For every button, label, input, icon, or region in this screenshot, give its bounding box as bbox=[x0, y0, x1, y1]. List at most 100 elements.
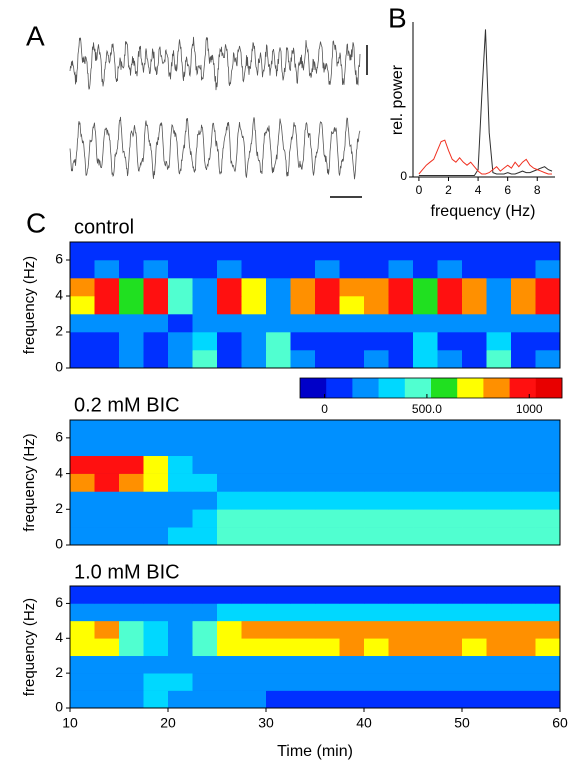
heat-cell bbox=[168, 638, 193, 657]
heat-cell bbox=[70, 260, 95, 279]
heat-cell bbox=[486, 242, 512, 261]
heat-cell bbox=[168, 437, 193, 457]
heat-cell bbox=[364, 455, 389, 474]
heat-cell bbox=[339, 690, 365, 709]
heat-cell bbox=[511, 509, 536, 528]
heat-cell bbox=[70, 420, 95, 439]
heat-cell bbox=[168, 455, 193, 474]
heat-cell bbox=[339, 260, 365, 279]
panel-label: C bbox=[26, 207, 46, 238]
heat-cell bbox=[192, 473, 218, 492]
heat-cell bbox=[364, 491, 389, 510]
y-tick-label: 4 bbox=[55, 464, 63, 480]
heat-cell bbox=[217, 314, 242, 333]
heat-cell bbox=[119, 586, 144, 604]
heat-cell bbox=[217, 260, 242, 279]
heat-cell bbox=[437, 260, 463, 279]
x-tick-label: 2 bbox=[445, 183, 452, 197]
heat-cell bbox=[462, 260, 487, 279]
heat-cell bbox=[364, 332, 389, 351]
heat-cell bbox=[290, 278, 316, 297]
x-axis-label: Time (min) bbox=[277, 743, 353, 760]
heat-cell bbox=[511, 473, 536, 492]
heat-cell bbox=[70, 638, 95, 657]
heat-cell bbox=[413, 673, 438, 691]
heat-cell bbox=[486, 673, 512, 691]
heat-cell bbox=[486, 420, 512, 439]
heat-cell bbox=[535, 242, 561, 261]
heat-cell bbox=[217, 690, 242, 709]
heat-cell bbox=[388, 690, 414, 709]
heat-cell bbox=[241, 278, 267, 297]
heat-cell bbox=[413, 332, 438, 351]
heat-cell bbox=[168, 603, 193, 622]
heat-cell bbox=[290, 509, 316, 528]
heat-cell bbox=[192, 332, 218, 351]
x-tick-label: 50 bbox=[454, 715, 470, 731]
heat-cell bbox=[168, 509, 193, 528]
heat-cell bbox=[511, 527, 536, 546]
heat-cell bbox=[143, 314, 169, 333]
heat-cell bbox=[364, 420, 389, 439]
heat-cell bbox=[315, 420, 340, 439]
heat-cell bbox=[486, 638, 512, 657]
colorbar-tick-label: 500.0 bbox=[412, 402, 442, 416]
heat-cell bbox=[143, 509, 169, 528]
heat-cell bbox=[94, 420, 120, 439]
heat-cell bbox=[315, 332, 340, 351]
heat-cell bbox=[241, 527, 267, 546]
heat-cell bbox=[413, 455, 438, 474]
heat-cell bbox=[388, 332, 414, 351]
heat-cell bbox=[94, 690, 120, 709]
heat-cell bbox=[388, 527, 414, 546]
heat-cell bbox=[339, 620, 365, 639]
heat-cell bbox=[266, 690, 291, 709]
heat-cell bbox=[168, 242, 193, 261]
heat-cell bbox=[535, 690, 561, 709]
heat-cell bbox=[437, 437, 463, 457]
heat-cell bbox=[94, 527, 120, 546]
heat-cell bbox=[70, 655, 95, 674]
heat-cell bbox=[266, 420, 291, 439]
heat-cell bbox=[290, 620, 316, 639]
y-tick-label: 4 bbox=[55, 287, 63, 303]
heat-cell bbox=[339, 673, 365, 691]
x-tick-label: 60 bbox=[552, 715, 568, 731]
heat-cell bbox=[290, 690, 316, 709]
heat-cell bbox=[315, 586, 340, 604]
heat-cell bbox=[388, 420, 414, 439]
heat-cell bbox=[486, 620, 512, 639]
heat-cell bbox=[437, 473, 463, 492]
heat-cell bbox=[119, 260, 144, 279]
heat-cell bbox=[290, 638, 316, 657]
heat-cell bbox=[388, 260, 414, 279]
heat-cell bbox=[290, 673, 316, 691]
heat-cell bbox=[119, 655, 144, 674]
heat-cell bbox=[315, 620, 340, 639]
heat-cell bbox=[192, 260, 218, 279]
heat-cell bbox=[266, 586, 291, 604]
heat-cell bbox=[315, 350, 340, 369]
heat-cell bbox=[241, 690, 267, 709]
heat-cell bbox=[388, 603, 414, 622]
heat-cell bbox=[413, 296, 438, 315]
heat-cell bbox=[217, 491, 242, 510]
heat-cell bbox=[437, 673, 463, 691]
heat-cell bbox=[535, 473, 561, 492]
heat-cell bbox=[217, 455, 242, 474]
heat-cell bbox=[511, 586, 536, 604]
heat-cell bbox=[413, 260, 438, 279]
heat-cell bbox=[388, 278, 414, 297]
x-tick-label: 8 bbox=[534, 183, 541, 197]
heat-cell bbox=[437, 491, 463, 510]
heat-cell bbox=[462, 350, 487, 369]
heat-cell bbox=[94, 586, 120, 604]
heat-cell bbox=[462, 437, 487, 457]
heat-cell bbox=[168, 673, 193, 691]
heat-cell bbox=[266, 242, 291, 261]
heat-cell bbox=[413, 586, 438, 604]
heat-cell bbox=[119, 296, 144, 315]
heat-cell bbox=[462, 278, 487, 297]
heat-cell bbox=[192, 242, 218, 261]
heat-cell bbox=[192, 350, 218, 369]
